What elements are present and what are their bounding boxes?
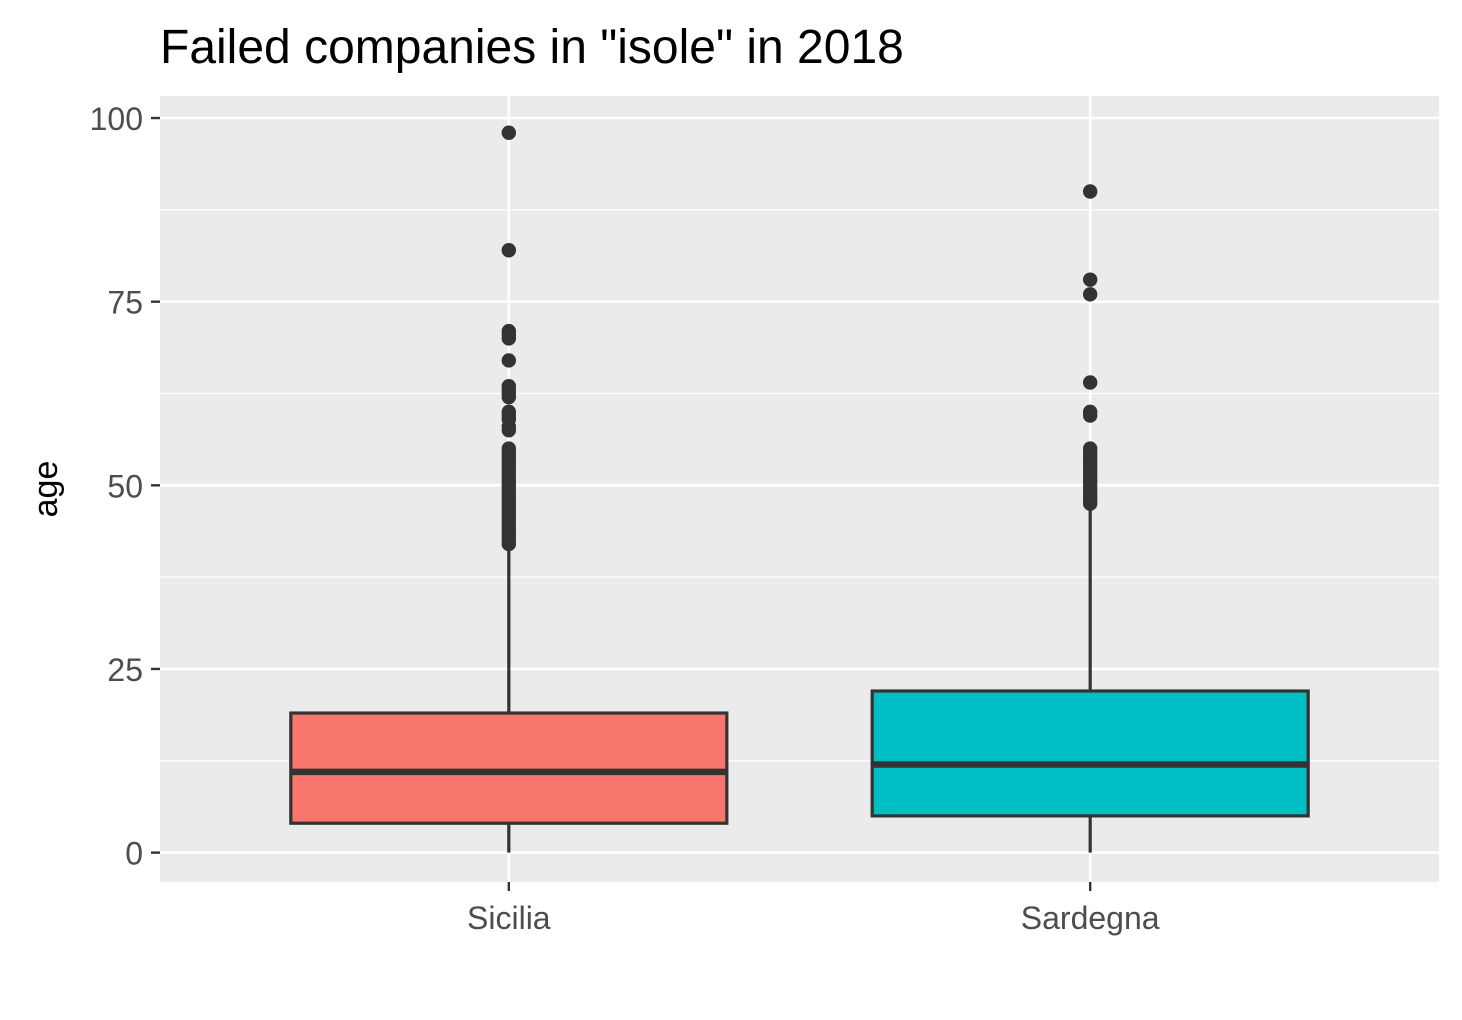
outlier-point [1082,375,1098,390]
outlier-point [501,125,517,140]
outlier-point [501,243,517,258]
outlier-point [501,404,517,420]
y-tick-label: 50 [107,468,143,504]
y-tick-label: 0 [125,836,143,872]
x-tick-label: Sicilia [467,900,551,936]
y-tick-label: 25 [107,652,143,688]
outlier-point [1082,404,1098,420]
boxplots [289,125,1310,853]
box [870,689,1310,818]
x-tick-label: Sardegna [1021,900,1160,936]
outlier-point [1082,441,1098,456]
outlier-point [501,323,517,339]
outlier-point [1082,272,1098,287]
boxplot-sardegna [870,184,1310,853]
outlier-point [1082,287,1098,302]
outlier-point [1082,184,1098,199]
box [289,711,729,825]
chart-title: Failed companies in "isole" in 2018 [160,21,904,74]
boxplot-sicilia [289,125,729,853]
y-axis-label: age [27,461,65,518]
x-axis-ticks: Sicilia Sardegna [467,882,1160,936]
y-tick-label: 75 [107,285,143,321]
outlier-point [501,441,517,456]
y-tick-label: 100 [90,101,143,137]
outlier-point [501,353,517,368]
y-axis-ticks: 0 25 50 75 100 [90,101,160,872]
outlier-point [501,378,517,394]
